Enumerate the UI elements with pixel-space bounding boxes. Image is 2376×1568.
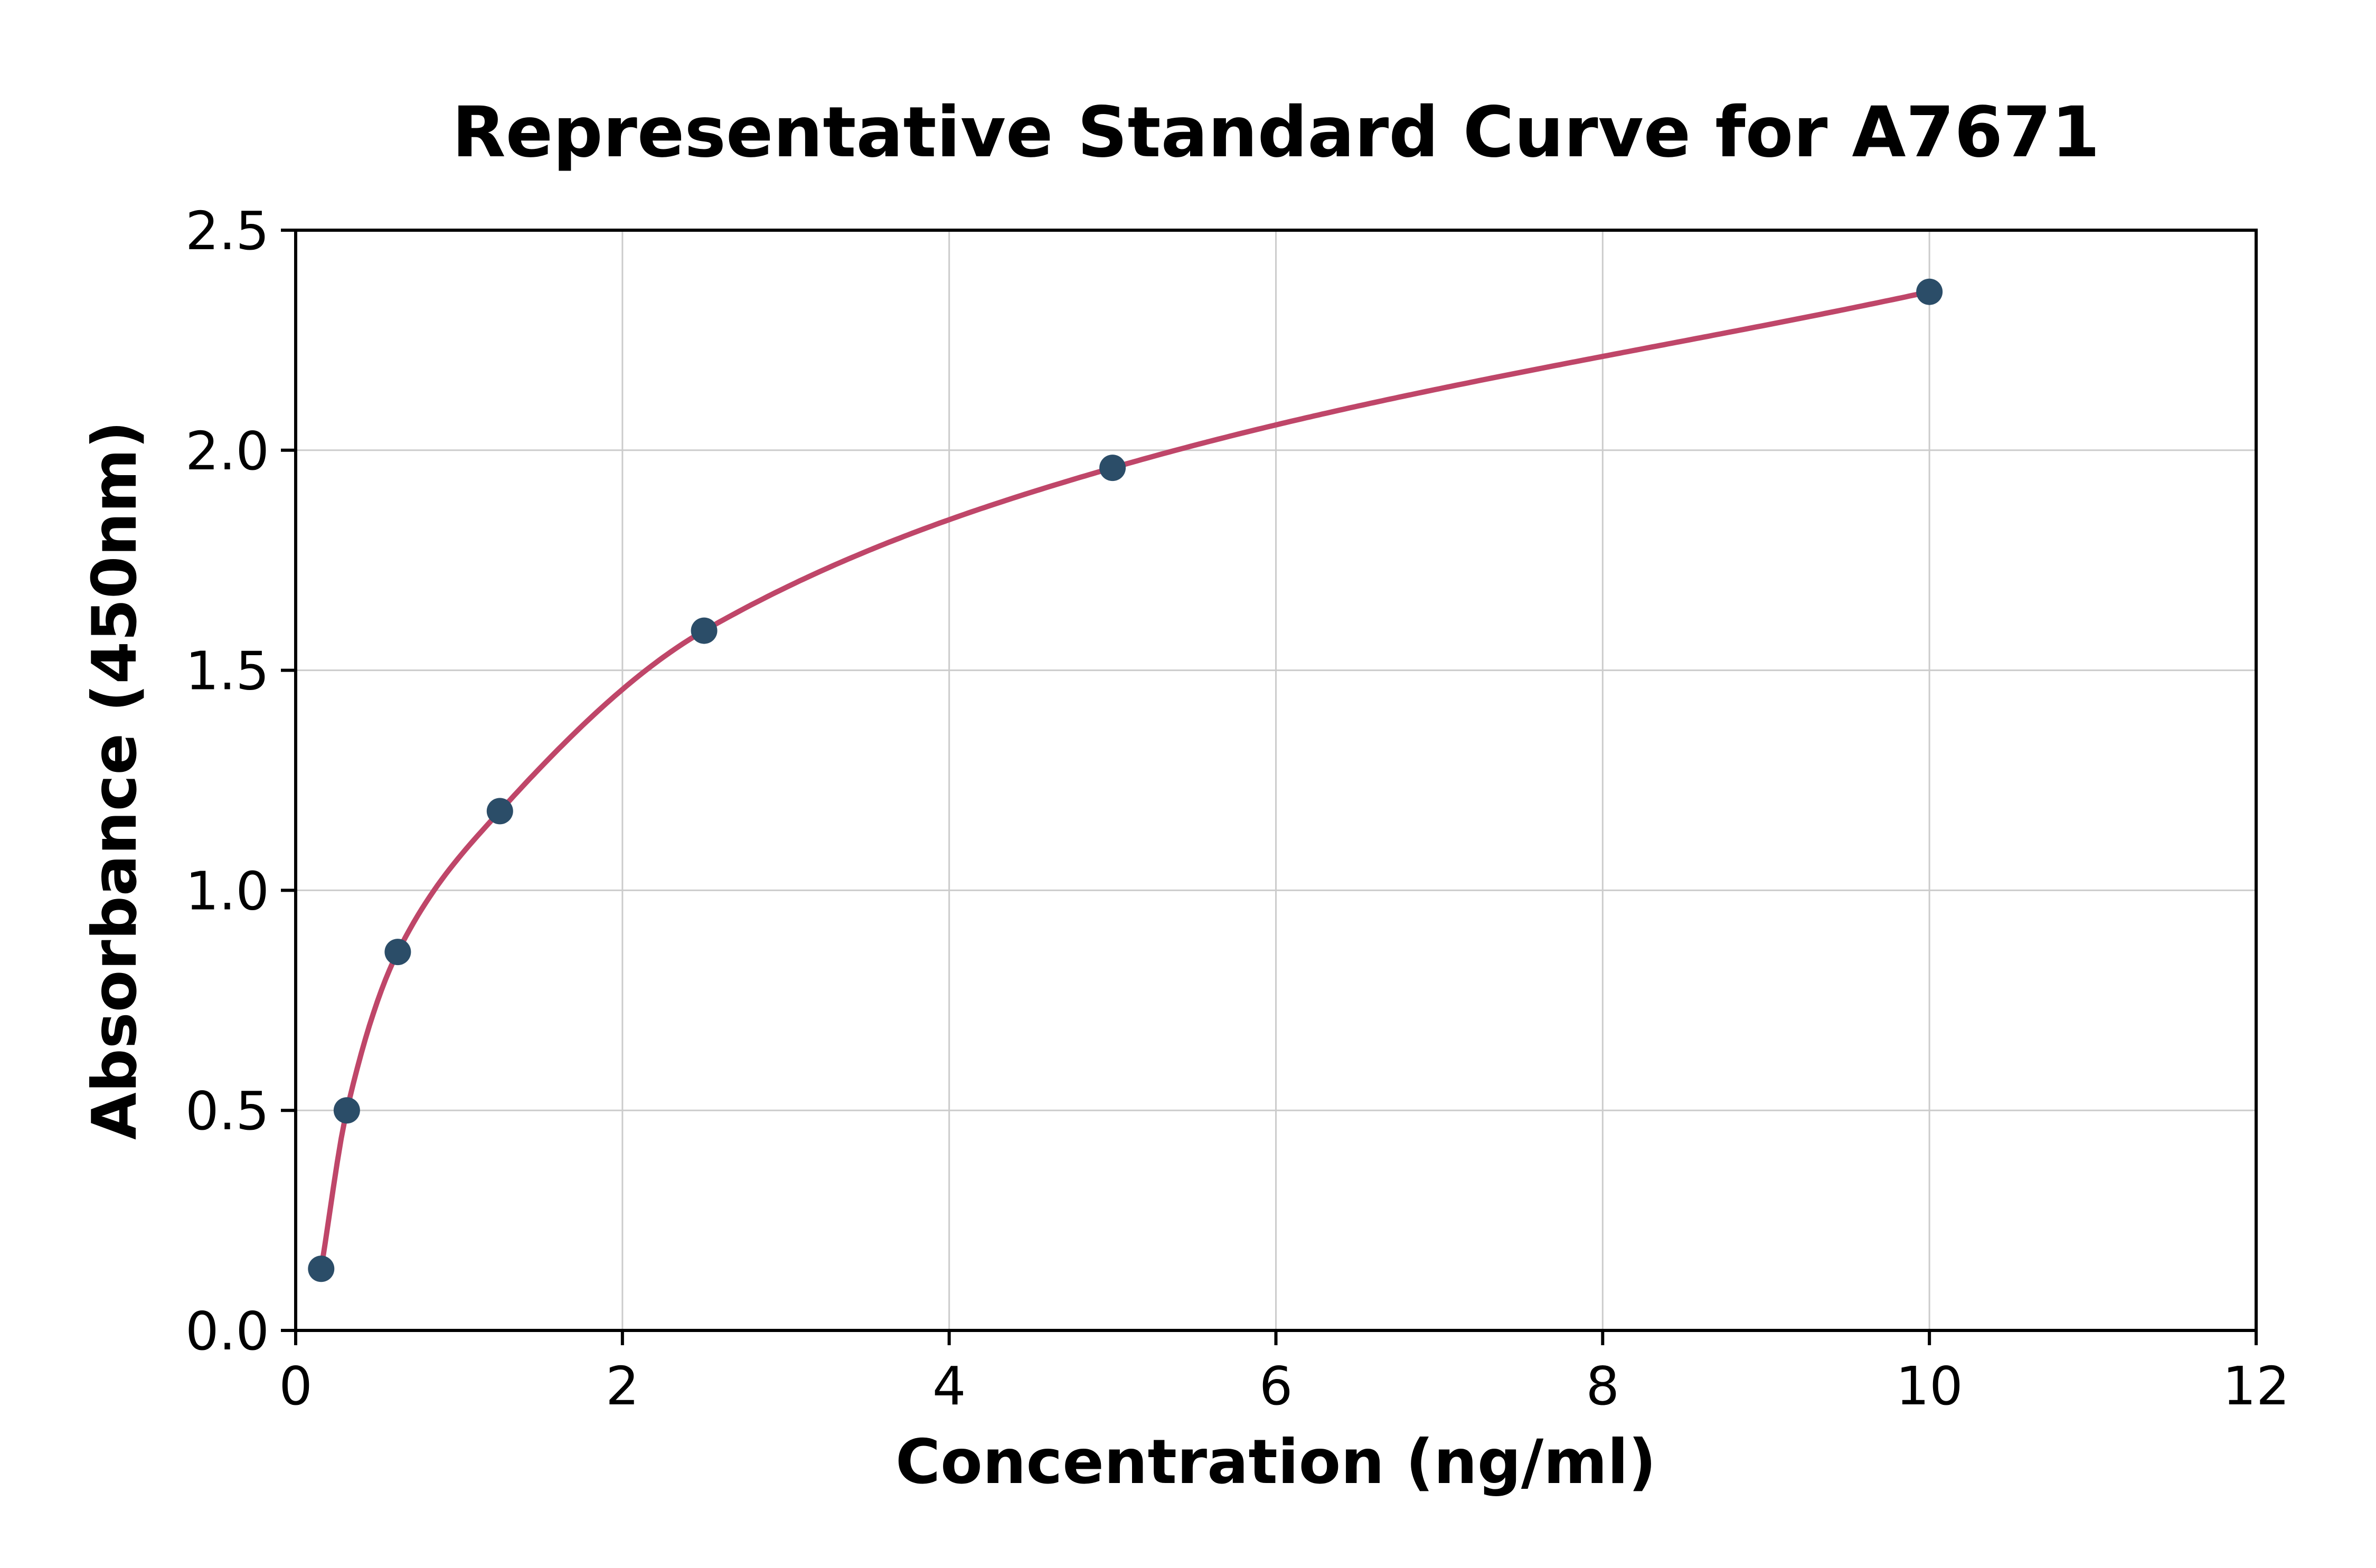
- data-point: [308, 1255, 335, 1282]
- data-point: [486, 798, 513, 825]
- x-axis-label: Concentration (ng/ml): [895, 1427, 1656, 1498]
- x-tick-label: 2: [606, 1355, 639, 1417]
- y-tick-label: 0.0: [185, 1300, 269, 1362]
- x-tick-label: 6: [1259, 1355, 1293, 1417]
- y-axis-label: Absorbance (450nm): [79, 420, 150, 1140]
- x-tick-label: 8: [1586, 1355, 1620, 1417]
- fit-curve: [318, 289, 1932, 1272]
- data-point: [1099, 455, 1126, 481]
- x-tick-label: 12: [2222, 1355, 2289, 1417]
- data-point: [691, 617, 718, 644]
- y-tick-label: 0.5: [185, 1080, 269, 1142]
- data-point: [1916, 278, 1943, 305]
- data-point: [384, 939, 411, 966]
- data-point: [333, 1097, 360, 1124]
- y-tick-label: 1.5: [185, 640, 269, 702]
- y-tick-label: 2.0: [185, 420, 269, 482]
- x-tick-label: 4: [932, 1355, 966, 1417]
- chart-title: Representative Standard Curve for A7671: [452, 92, 2100, 173]
- y-tick-label: 1.0: [185, 860, 269, 922]
- y-tick-label: 2.5: [185, 200, 269, 262]
- x-tick-label: 10: [1896, 1355, 1963, 1417]
- x-tick-label: 0: [279, 1355, 313, 1417]
